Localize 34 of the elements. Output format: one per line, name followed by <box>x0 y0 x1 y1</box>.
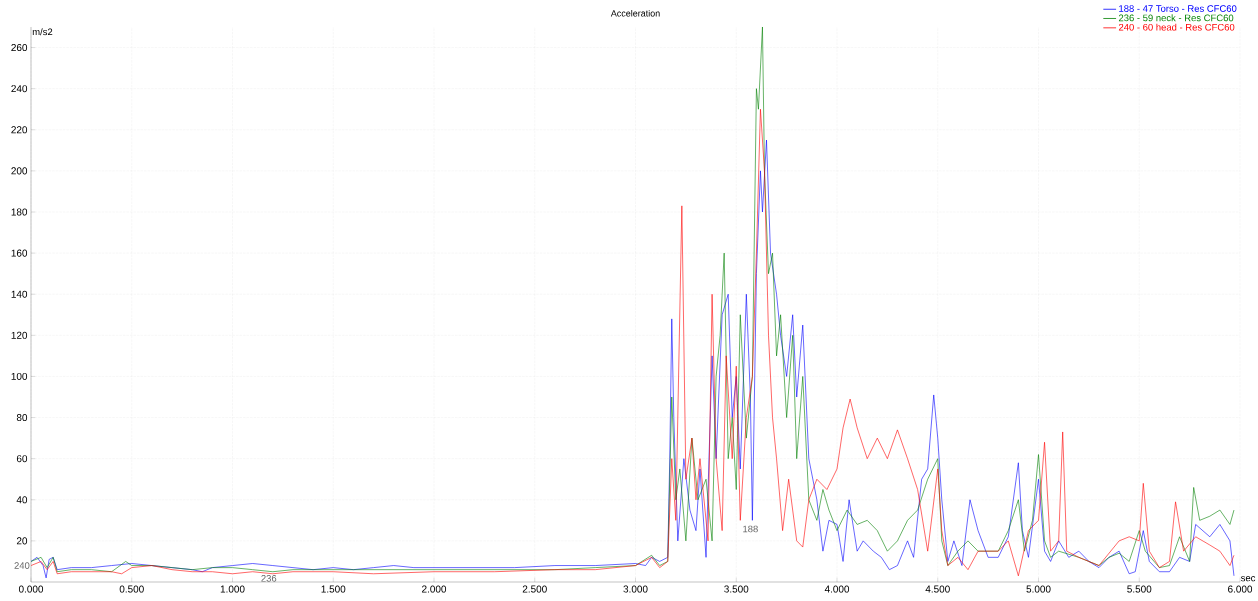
y-tick-label: 100 <box>11 372 28 380</box>
x-tick-label: 2.000 <box>422 585 447 593</box>
x-tick-label: 0.500 <box>119 585 144 593</box>
chart-title: Acceleration <box>610 9 660 17</box>
legend-label: 240 - 60 head - Res CFC60 <box>1118 23 1235 31</box>
y-tick-label: 220 <box>11 126 28 134</box>
y-tick-label: 120 <box>11 331 28 339</box>
x-tick-label: 6.000 <box>1228 585 1253 593</box>
x-tick-label: 2.500 <box>522 585 547 593</box>
x-axis-title: sec <box>1240 576 1256 582</box>
x-tick-label: 3.000 <box>623 585 648 593</box>
x-tick-label: 0.000 <box>18 585 44 593</box>
y-tick-label: 60 <box>16 455 28 463</box>
x-tick-label: 3.500 <box>724 585 749 593</box>
legend-label: 236 - 59 neck - Res CFC60 <box>1118 14 1234 22</box>
x-tick-label: 1.500 <box>321 585 346 593</box>
y-tick-label: 260 <box>11 44 28 52</box>
y-tick-label: 200 <box>11 167 28 175</box>
y-tick-label: 180 <box>11 208 28 216</box>
y-tick-label: 80 <box>16 414 28 422</box>
y-axis-title: m/s2 <box>32 28 53 36</box>
annotation: 236 <box>261 574 277 582</box>
x-tick-label: 4.500 <box>925 585 950 593</box>
y-tick-label: 160 <box>11 249 28 257</box>
x-tick-label: 5.500 <box>1127 585 1152 593</box>
x-tick-label: 5.000 <box>1026 585 1051 593</box>
x-tick-label: 4.000 <box>824 585 850 593</box>
y-tick-label: 20 <box>16 537 28 545</box>
x-tick-label: 1.000 <box>220 585 245 593</box>
annotation: 188 <box>743 525 758 533</box>
y-tick-label: 240 <box>11 85 28 93</box>
y-tick-label: 40 <box>16 496 28 504</box>
legend-label: 188 - 47 Torso - Res CFC60 <box>1119 5 1237 12</box>
y-tick-label: 140 <box>11 290 28 298</box>
